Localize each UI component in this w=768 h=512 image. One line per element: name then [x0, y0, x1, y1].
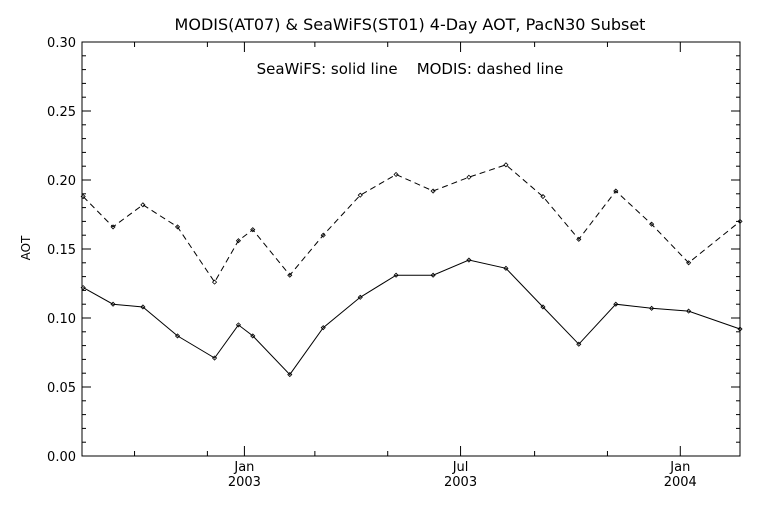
data-point	[466, 257, 472, 263]
data-point	[211, 355, 218, 361]
data-point	[613, 188, 619, 194]
data-point	[287, 372, 293, 378]
x-tick-label-month: Jan	[669, 460, 690, 475]
data-point	[235, 322, 242, 328]
chart-title: MODIS(AT07) & SeaWiFS(ST01) 4-Day AOT, P…	[175, 15, 646, 34]
y-tick-label: 0.15	[47, 243, 76, 258]
data-point	[235, 238, 242, 244]
x-tick-label-year: 2003	[444, 475, 477, 490]
data-point	[174, 333, 181, 339]
data-point	[357, 294, 363, 300]
data-point	[357, 192, 363, 198]
series-line-dashed	[82, 164, 741, 284]
data-point	[110, 301, 116, 307]
data-point	[287, 272, 293, 278]
series-layer	[80, 162, 743, 378]
data-point	[686, 308, 692, 314]
data-point	[250, 227, 256, 233]
data-point	[174, 224, 181, 230]
data-point	[110, 224, 116, 230]
data-point	[576, 236, 582, 242]
data-point	[613, 301, 619, 307]
y-tick-label: 0.25	[47, 105, 76, 120]
data-point	[140, 304, 146, 310]
data-point	[686, 260, 692, 266]
data-point	[737, 218, 743, 224]
y-tick-label: 0.00	[47, 450, 76, 465]
chart-annotation: SeaWiFS: solid line MODIS: dashed line	[257, 60, 564, 78]
y-axis: 0.00 0.05 0.10 0.15 0.20 0.25 0.30	[47, 36, 740, 465]
data-point	[503, 162, 509, 168]
data-point	[320, 325, 326, 331]
data-point	[503, 265, 509, 271]
y-tick-label: 0.10	[47, 312, 76, 327]
data-point	[576, 341, 582, 347]
data-point	[649, 221, 655, 227]
data-point	[393, 171, 399, 178]
data-point	[430, 188, 436, 194]
plot-frame	[81, 41, 741, 457]
data-point	[540, 304, 546, 310]
x-tick-label-year: 2003	[228, 475, 261, 490]
x-tick-label-month: Jan	[233, 460, 254, 475]
series-line-solid	[82, 259, 741, 376]
data-point	[140, 202, 146, 208]
data-point	[80, 285, 86, 291]
x-tick-label-month: Jul	[452, 460, 469, 475]
y-tick-label: 0.30	[47, 36, 76, 51]
data-point	[320, 232, 326, 238]
data-point	[80, 193, 86, 200]
data-point	[250, 333, 256, 339]
data-point	[737, 326, 743, 332]
y-tick-label: 0.20	[47, 174, 76, 189]
data-point	[466, 174, 472, 180]
data-point	[393, 272, 399, 278]
data-point	[430, 272, 436, 278]
x-tick-label-year: 2004	[664, 475, 697, 490]
data-point	[211, 279, 218, 285]
data-point	[540, 193, 546, 200]
data-point	[649, 305, 655, 311]
y-axis-label: AOT	[19, 235, 33, 260]
y-tick-label: 0.05	[47, 381, 76, 396]
